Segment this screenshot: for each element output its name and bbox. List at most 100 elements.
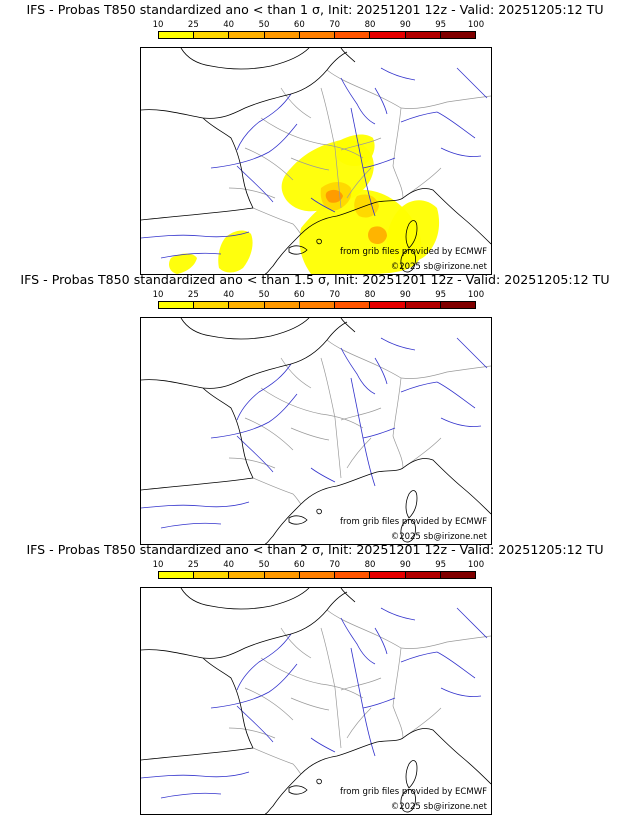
admin-border-line bbox=[252, 747, 302, 775]
admin-border-line bbox=[280, 627, 312, 659]
river-line bbox=[440, 687, 482, 697]
scale-tick-label: 10 bbox=[152, 20, 164, 30]
admin-border-line bbox=[392, 107, 404, 199]
scale-tick-label: 25 bbox=[187, 560, 199, 570]
scale-color-cell bbox=[264, 32, 300, 38]
river-line bbox=[400, 651, 438, 663]
river-line bbox=[440, 417, 482, 427]
river-line bbox=[380, 67, 416, 81]
admin-borders bbox=[228, 69, 491, 235]
scale-color-cell bbox=[440, 302, 475, 308]
scale-color-cell bbox=[194, 572, 230, 578]
coastline bbox=[202, 657, 254, 749]
panel-title: IFS - Probas T850 standardized ano < tha… bbox=[26, 542, 604, 557]
scale-tick-label: 90 bbox=[399, 290, 411, 300]
island-outline bbox=[316, 508, 322, 515]
admin-border-line bbox=[244, 687, 294, 721]
rivers bbox=[141, 337, 488, 529]
river-line bbox=[440, 147, 482, 157]
copyright-credit: ©2025 sb@irizone.net bbox=[390, 262, 487, 272]
island-outline bbox=[288, 515, 308, 525]
scale-color-cell bbox=[264, 572, 300, 578]
admin-border-line bbox=[252, 477, 302, 505]
island-outline bbox=[400, 249, 416, 273]
admin-border-line bbox=[340, 677, 382, 691]
river-line bbox=[374, 357, 388, 385]
scale-tick-label: 90 bbox=[399, 560, 411, 570]
scale-tick-label: 50 bbox=[258, 560, 270, 570]
admin-border-line bbox=[400, 635, 491, 649]
scale-tick-label: 60 bbox=[293, 20, 305, 30]
scale-ticks: 10 25 40 50 60 70 80 90 95 100 bbox=[153, 560, 485, 570]
river-line bbox=[210, 663, 298, 709]
admin-border-line bbox=[326, 69, 402, 109]
river-line bbox=[210, 393, 298, 439]
map-frame: from grib files provided by ECMWF ©2025 … bbox=[140, 47, 492, 275]
river-line bbox=[236, 705, 274, 743]
river-line bbox=[350, 647, 376, 757]
admin-border-line bbox=[326, 609, 402, 649]
scale-color-cell bbox=[159, 32, 195, 38]
scale-bar bbox=[158, 571, 476, 579]
probability-area bbox=[368, 226, 387, 244]
probability-shading bbox=[169, 134, 440, 274]
scale-color-cell bbox=[370, 572, 406, 578]
river-line bbox=[456, 607, 488, 639]
scale-color-cell bbox=[405, 302, 441, 308]
river-line bbox=[374, 627, 388, 655]
river-line bbox=[160, 522, 222, 529]
coastline bbox=[300, 197, 404, 235]
river-line bbox=[380, 337, 416, 351]
river-line bbox=[141, 771, 250, 779]
probability-area bbox=[218, 230, 253, 273]
coastline bbox=[402, 458, 491, 515]
river-line bbox=[236, 93, 292, 151]
island-outline bbox=[288, 785, 308, 795]
rivers bbox=[141, 607, 488, 799]
scale-bar bbox=[158, 31, 476, 39]
probability-area bbox=[325, 189, 343, 203]
admin-border-line bbox=[346, 437, 372, 469]
scale-tick-label: 50 bbox=[258, 20, 270, 30]
admin-borders bbox=[228, 339, 491, 505]
admin-border-line bbox=[346, 167, 372, 199]
source-credit: from grib files provided by ECMWF bbox=[340, 787, 487, 797]
scale-tick-label: 70 bbox=[329, 20, 341, 30]
river-line bbox=[340, 617, 376, 665]
scale-color-cell bbox=[335, 302, 371, 308]
river-line bbox=[362, 157, 396, 169]
admin-border-line bbox=[252, 207, 302, 235]
river-line bbox=[141, 231, 250, 239]
river-line bbox=[436, 111, 476, 139]
coastline bbox=[264, 503, 302, 544]
map-frame: from grib files provided by ECMWF ©2025 … bbox=[140, 317, 492, 545]
coastline bbox=[180, 318, 310, 340]
admin-border-line bbox=[228, 457, 276, 469]
scale-tick-label: 25 bbox=[187, 20, 199, 30]
probability-area bbox=[169, 253, 197, 274]
scale-tick-label: 25 bbox=[187, 290, 199, 300]
admin-border-line bbox=[280, 87, 312, 119]
river-line bbox=[456, 67, 488, 99]
scale-tick-label: 100 bbox=[467, 290, 485, 300]
scale-tick-label: 40 bbox=[223, 560, 235, 570]
scale-color-cell bbox=[405, 32, 441, 38]
scale-color-cell bbox=[335, 572, 371, 578]
scale-tick-label: 60 bbox=[293, 290, 305, 300]
admin-border-line bbox=[392, 647, 404, 739]
island-outline bbox=[405, 220, 418, 249]
island-outline bbox=[288, 245, 308, 255]
france-map bbox=[141, 48, 491, 274]
admin-border-line bbox=[244, 147, 294, 181]
river-line bbox=[340, 77, 376, 125]
admin-border-line bbox=[320, 357, 342, 479]
admin-border-line bbox=[320, 87, 342, 209]
river-line bbox=[236, 363, 292, 421]
france-map bbox=[141, 318, 491, 544]
scale-tick-label: 40 bbox=[223, 290, 235, 300]
admin-border-line bbox=[244, 417, 294, 451]
river-line bbox=[362, 427, 396, 439]
scale-color-cell bbox=[440, 32, 475, 38]
rivers bbox=[141, 67, 488, 259]
river-line bbox=[436, 381, 476, 409]
